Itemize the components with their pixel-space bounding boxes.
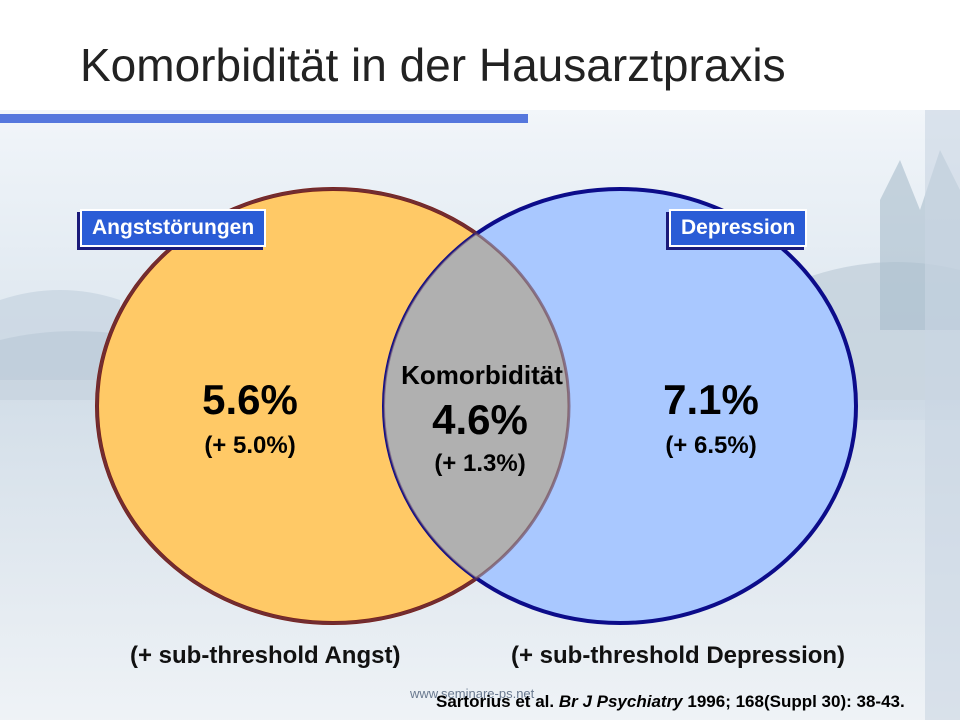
footer-subthreshold-depression: (+ sub-threshold Depression) — [511, 642, 846, 669]
citation-authors: Sartorius et al. — [436, 692, 555, 711]
page-title: Komorbidität in der Hausarztpraxis — [80, 39, 786, 91]
angst-extra: (+ 5.0%) — [204, 432, 296, 459]
venn-overlap — [384, 189, 569, 623]
title-underline-bar — [0, 114, 528, 123]
citation-details: 1996; 168(Suppl 30): 38-43. — [687, 692, 905, 711]
footer-subthreshold-angst: (+ sub-threshold Angst) — [130, 642, 401, 669]
overlap-extra: (+ 1.3%) — [434, 450, 526, 477]
depression-extra: (+ 6.5%) — [665, 432, 757, 459]
overlap-value: 4.6% — [432, 396, 528, 443]
citation: Sartorius et al. Br J Psychiatry 1996; 1… — [436, 692, 905, 712]
label-depression: Depression — [669, 209, 808, 247]
depression-value: 7.1% — [663, 376, 759, 423]
angst-value: 5.6% — [202, 376, 298, 423]
citation-journal: Br J Psychiatry — [558, 692, 683, 711]
label-angststoerungen: Angststörungen — [80, 209, 267, 247]
overlap-label: Komorbidität — [401, 360, 563, 390]
watermark-text: www.seminare-ps.net — [410, 686, 535, 701]
